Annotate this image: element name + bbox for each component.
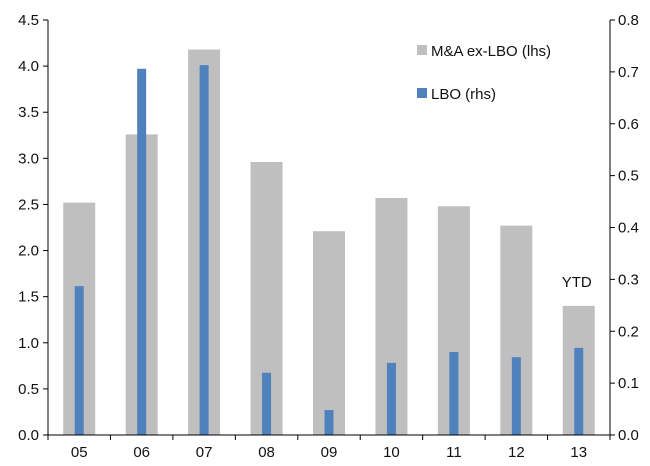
bar-lbo-09 — [324, 410, 334, 435]
right-y-tick-label: 0.5 — [618, 168, 639, 185]
bar-lbo-12 — [511, 357, 521, 435]
left-y-tick-label: 0.5 — [18, 381, 39, 398]
x-tick-label-09: 09 — [321, 444, 338, 461]
right-y-ticks: 0.0 0.1 0.2 0.3 0.4 0.5 0.6 0.7 0.8 — [610, 12, 639, 444]
left-y-tick-label: 3.0 — [18, 150, 39, 167]
x-tick-label-11: 11 — [446, 444, 462, 461]
bar-lbo-05 — [74, 286, 84, 435]
left-y-ticks: 0.0 0.5 1.0 1.5 2.0 2.5 3.0 3.5 4.0 4.5 — [18, 12, 48, 444]
bar-lbo-07 — [199, 65, 209, 435]
right-y-tick-label: 0.3 — [618, 271, 639, 288]
right-y-tick-label: 0.8 — [618, 12, 639, 29]
right-y-tick-label: 0.7 — [618, 64, 639, 81]
right-y-tick-label: 0.6 — [618, 116, 639, 133]
axes: 05 06 07 08 09 10 11 12 13 0.0 0.5 1.0 1.5 2.0 2.5 3.0… — [18, 12, 639, 461]
left-y-tick-label: 2.0 — [18, 243, 39, 260]
left-y-tick-label: 0.0 — [18, 427, 39, 444]
bar-lbo-06 — [137, 68, 147, 435]
bar-lbo-11 — [449, 352, 459, 435]
right-y-tick-label: 0.1 — [618, 375, 639, 392]
annotations: YTD — [562, 274, 592, 291]
legend-swatch-ma-ex-lbo — [417, 45, 427, 55]
legend-swatch-lbo — [417, 88, 427, 98]
x-tick-label-10: 10 — [383, 444, 400, 461]
left-y-tick-label: 2.5 — [18, 196, 39, 213]
left-y-tick-label: 4.5 — [18, 12, 39, 29]
right-y-tick-label: 0.2 — [618, 323, 639, 340]
x-tick-label-13: 13 — [570, 444, 587, 461]
x-tick-label-06: 06 — [133, 444, 150, 461]
left-y-tick-label: 1.5 — [18, 289, 39, 306]
right-y-tick-label: 0.0 — [618, 427, 639, 444]
bar-lbo-13 — [574, 347, 584, 435]
bar-ma-ex-lbo-09 — [313, 231, 345, 435]
x-tick-label-12: 12 — [508, 444, 525, 461]
lbo-series — [74, 65, 584, 435]
right-y-tick-label: 0.4 — [618, 220, 639, 237]
x-tick-label-05: 05 — [71, 444, 88, 461]
annotation-ytd: YTD — [562, 274, 592, 291]
left-y-tick-label: 4.0 — [18, 58, 39, 75]
left-y-tick-label: 1.0 — [18, 335, 39, 352]
x-tick-label-08: 08 — [258, 444, 275, 461]
left-y-tick-label: 3.5 — [18, 104, 39, 121]
bar-lbo-08 — [262, 372, 272, 435]
x-ticks: 05 06 07 08 09 10 11 12 13 — [47, 435, 611, 461]
x-tick-label-07: 07 — [196, 444, 213, 461]
legend: M&A ex-LBO (lhs) LBO (rhs) — [417, 43, 551, 103]
bar-lbo-10 — [386, 362, 396, 435]
legend-label-lbo: LBO (rhs) — [431, 86, 496, 103]
legend-label-ma-ex-lbo: M&A ex-LBO (lhs) — [431, 43, 551, 60]
